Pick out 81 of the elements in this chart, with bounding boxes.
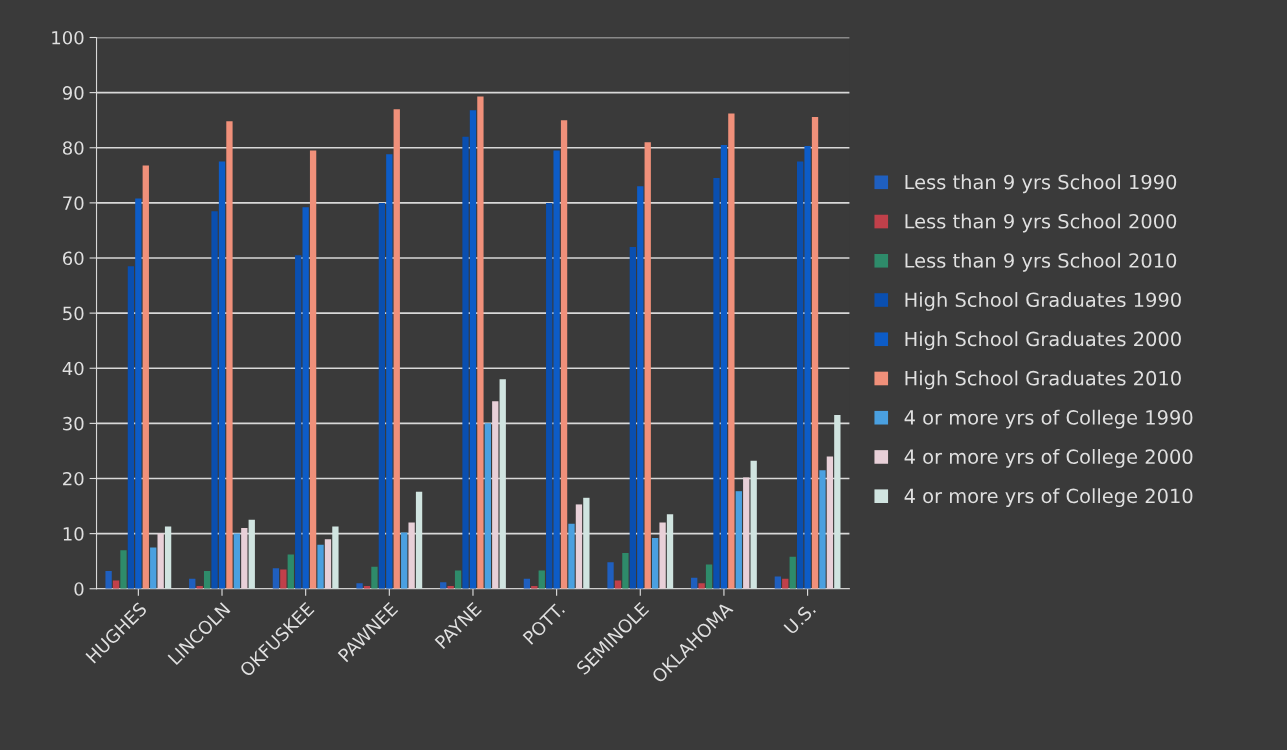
bar xyxy=(302,207,309,589)
bar xyxy=(651,538,659,589)
bar xyxy=(644,142,651,589)
bar xyxy=(295,255,302,589)
y-tick-label: 20 xyxy=(63,471,84,486)
bar xyxy=(797,161,804,589)
bar xyxy=(241,528,248,589)
bar xyxy=(607,562,614,589)
bar xyxy=(226,121,233,589)
bar xyxy=(218,161,226,589)
bar xyxy=(324,539,332,589)
bar xyxy=(720,144,728,589)
bar xyxy=(637,186,644,589)
bar xyxy=(287,554,294,589)
bar xyxy=(728,113,735,589)
bar xyxy=(477,96,484,589)
bar xyxy=(804,146,811,589)
bar xyxy=(698,583,705,589)
bar xyxy=(371,566,378,589)
bar xyxy=(743,477,750,589)
legend-label: Less than 9 yrs School 2010 xyxy=(905,252,1177,272)
bar xyxy=(553,150,560,589)
bar xyxy=(622,552,629,589)
legend-label: 4 or more yrs of College 2010 xyxy=(904,488,1193,508)
bar xyxy=(280,569,287,589)
bar xyxy=(568,523,575,589)
bar xyxy=(157,533,164,589)
bar xyxy=(659,522,666,589)
y-tick-label: 50 xyxy=(63,306,84,321)
bar xyxy=(211,211,218,589)
bar xyxy=(309,150,317,589)
bar xyxy=(811,116,819,589)
bar xyxy=(560,120,568,589)
bar xyxy=(317,544,324,589)
y-tick-label: 100 xyxy=(52,30,84,45)
y-tick-label: 70 xyxy=(63,196,84,210)
bar xyxy=(150,547,157,589)
y-tick-label: 90 xyxy=(62,86,84,100)
y-tick-label: 0 xyxy=(74,582,84,596)
y-tick-label: 80 xyxy=(62,141,84,155)
bar xyxy=(142,165,149,589)
bar xyxy=(233,533,241,589)
legend-label: High School Graduates 2000 xyxy=(905,331,1181,351)
legend-label: High School Graduates 1990 xyxy=(905,292,1181,311)
bar xyxy=(705,564,713,589)
bar xyxy=(203,571,211,589)
bar xyxy=(546,202,553,589)
bar xyxy=(127,266,135,589)
legend-label: Less than 9 yrs School 1990 xyxy=(905,174,1177,194)
bar xyxy=(393,109,400,589)
bar xyxy=(401,532,408,589)
bar xyxy=(819,470,826,589)
legend-label: High School Graduates 2010 xyxy=(905,370,1181,390)
bar xyxy=(462,136,469,589)
bar xyxy=(120,550,127,589)
bar xyxy=(356,583,363,589)
legend-label: 4 or more yrs of College 2000 xyxy=(904,448,1193,468)
bar xyxy=(826,456,834,589)
legend-label: Less than 9 yrs School 2000 xyxy=(905,213,1177,233)
bar xyxy=(735,491,742,589)
y-tick-label: 60 xyxy=(63,251,84,266)
bar xyxy=(614,580,622,589)
bar xyxy=(408,522,415,589)
bar xyxy=(112,580,120,589)
bar xyxy=(386,154,393,589)
bar xyxy=(272,568,280,589)
y-tick-label: 40 xyxy=(62,361,84,376)
bar xyxy=(629,246,637,589)
bar xyxy=(105,571,112,589)
bar xyxy=(575,504,583,589)
x-tick-label: U.S. xyxy=(783,602,817,635)
bar xyxy=(378,202,386,589)
legend-label: 4 or more yrs of College 1990 xyxy=(904,409,1193,429)
bar xyxy=(789,556,796,589)
bar xyxy=(713,178,720,589)
bar xyxy=(484,423,491,589)
bar xyxy=(135,198,142,589)
bar xyxy=(492,401,499,589)
y-tick-label: 10 xyxy=(63,527,84,541)
y-tick-label: 30 xyxy=(63,416,84,431)
bar xyxy=(469,110,477,589)
